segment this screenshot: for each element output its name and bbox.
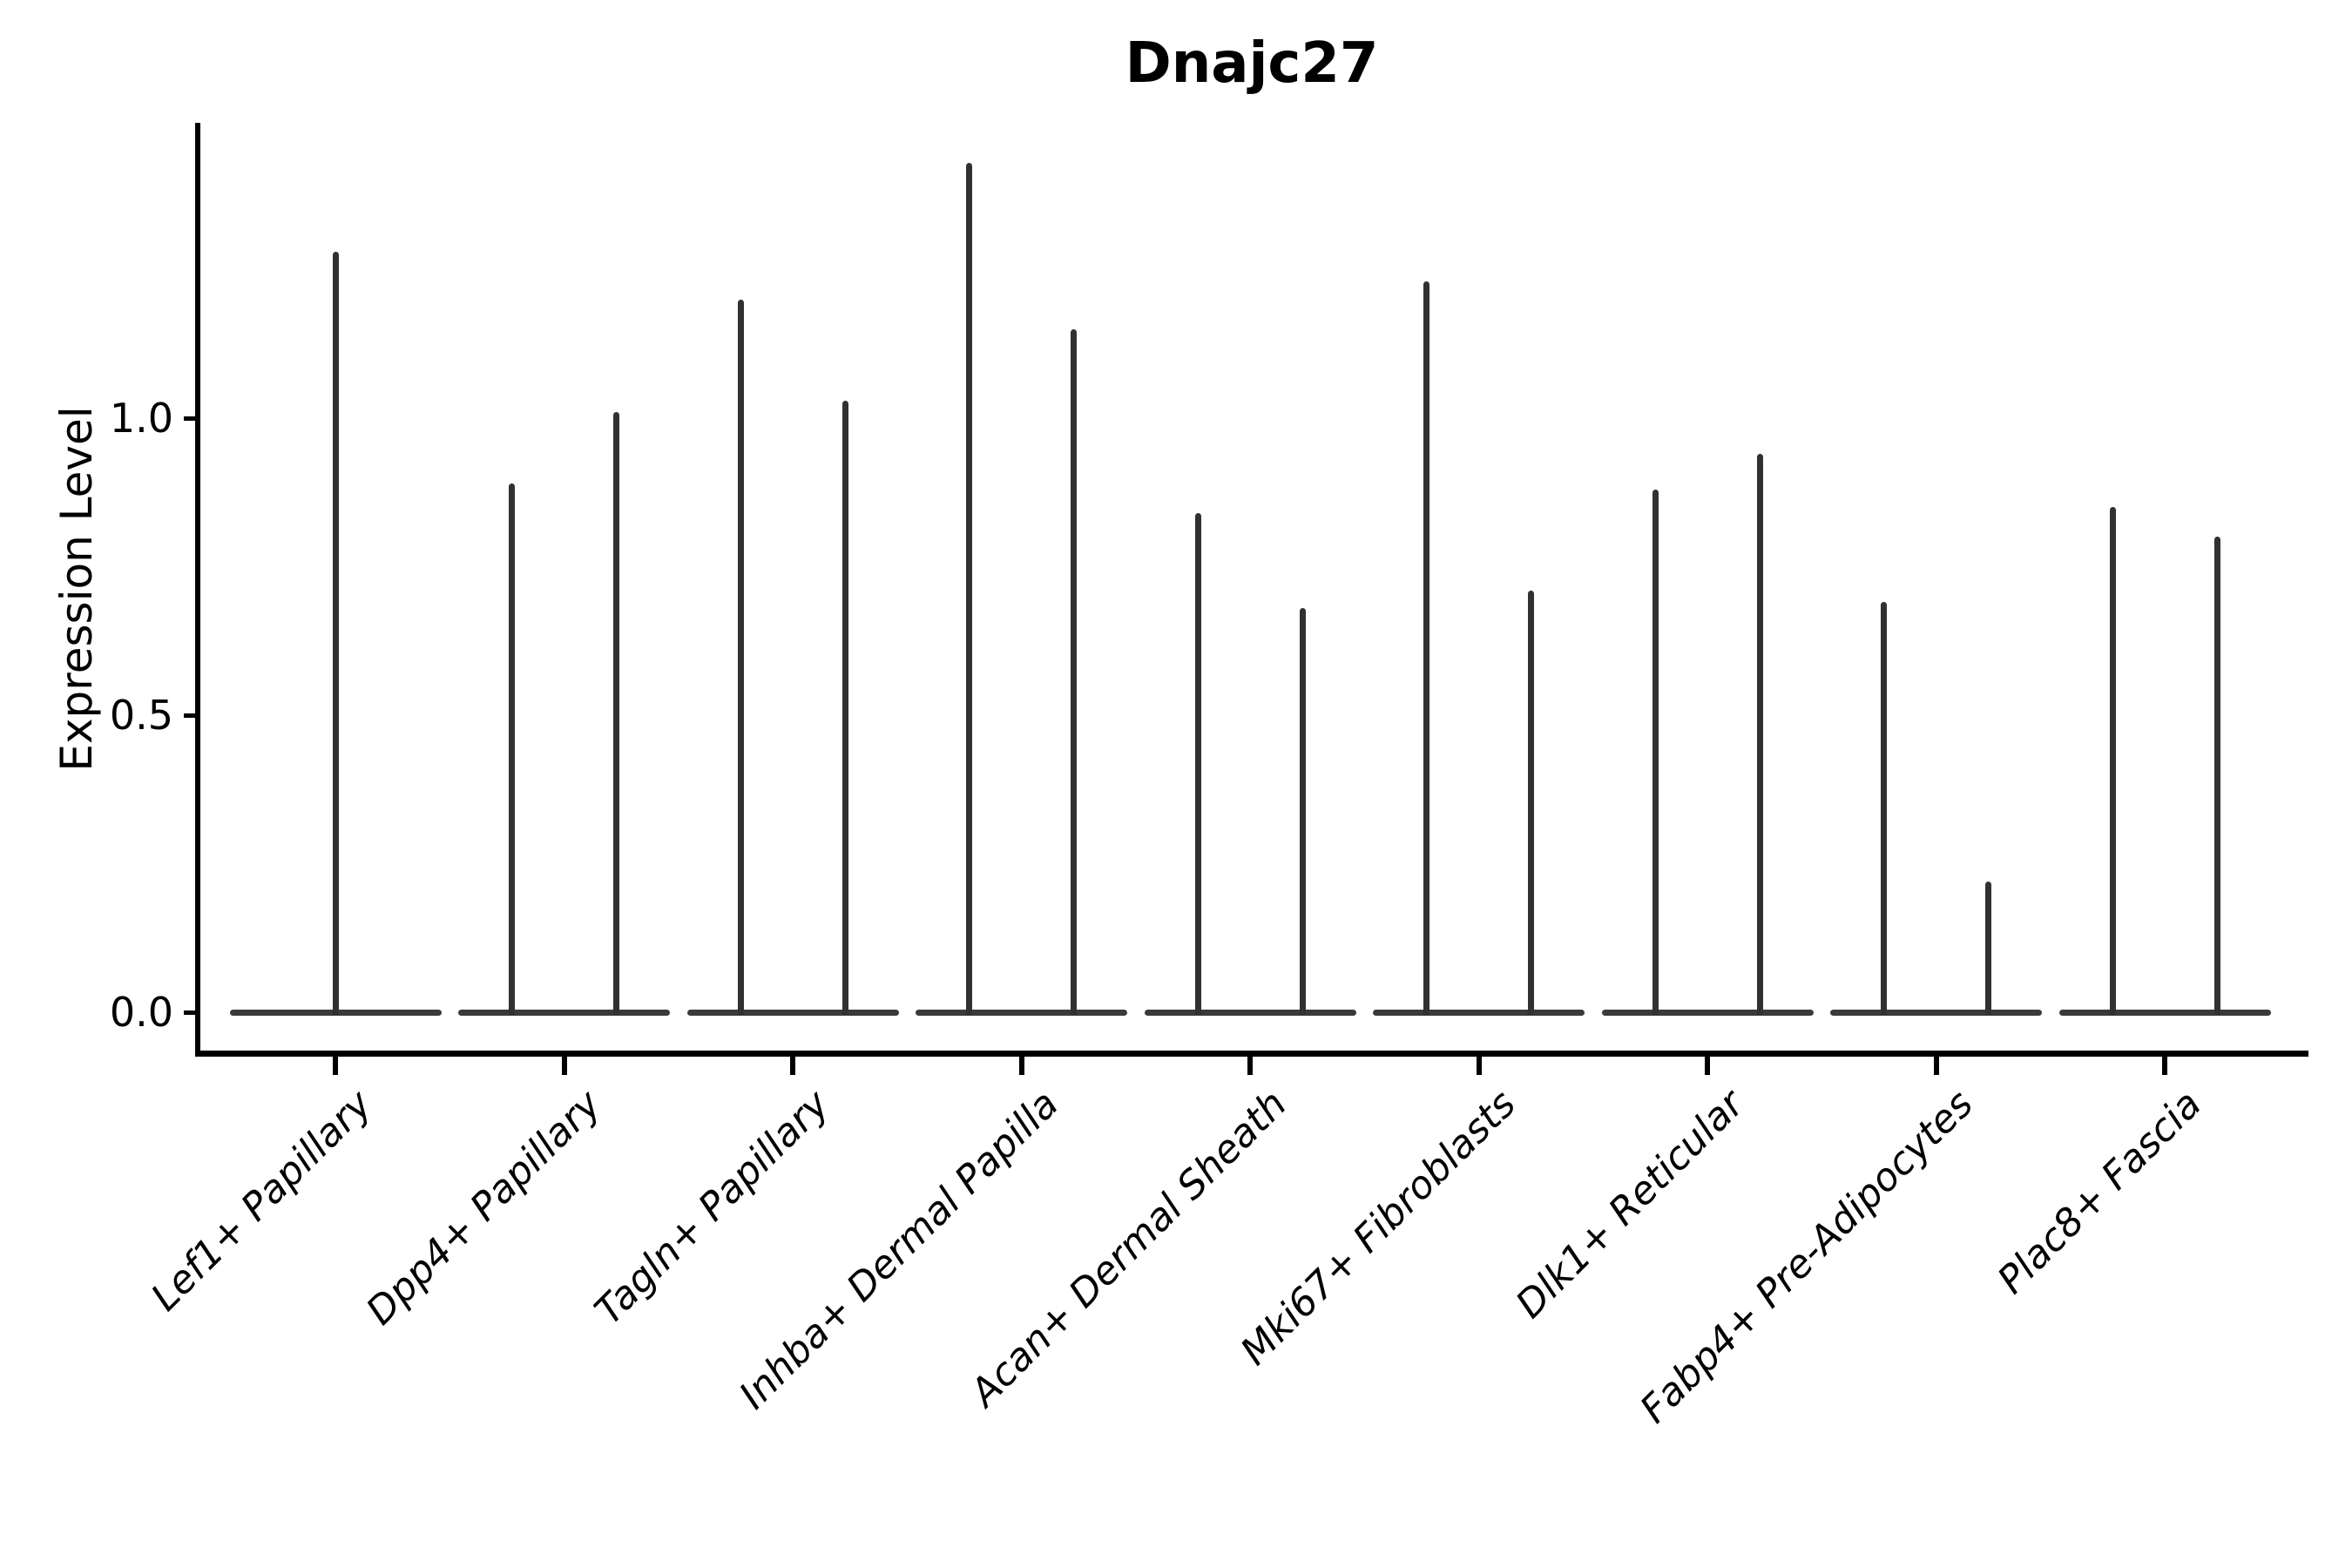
violin-spike (332, 252, 339, 1015)
violin-base (1601, 1009, 1814, 1016)
x-tick-mark (1476, 1057, 1482, 1075)
violin-spike (966, 162, 972, 1015)
violin-spike (1423, 281, 1429, 1015)
x-tick-label: Plac8+ Fascia (1989, 1081, 2210, 1303)
y-tick-mark (184, 713, 196, 718)
x-tick-label: Dlk1+ Reticular (1507, 1081, 1753, 1328)
x-axis-line (195, 1051, 2308, 1057)
violin-spike (2213, 537, 2220, 1015)
violin-spike (1299, 608, 1306, 1015)
violin-spike (1071, 328, 1077, 1015)
violin-spike (2109, 507, 2116, 1015)
violin-spike (1194, 513, 1201, 1015)
violin-base (1373, 1009, 1585, 1016)
y-tick-label: 0.0 (109, 989, 173, 1036)
x-tick-mark (1705, 1057, 1710, 1075)
x-tick-mark (561, 1057, 567, 1075)
violin-spike (509, 483, 515, 1015)
violin-spike (1652, 489, 1659, 1015)
x-tick-label: Dpp4+ Papillary (357, 1081, 610, 1334)
x-tick-mark (790, 1057, 795, 1075)
violin-spike (1881, 602, 1887, 1015)
y-tick-label: 1.0 (109, 395, 173, 442)
violin-spike (1756, 453, 1763, 1015)
violin-base (916, 1009, 1127, 1016)
violin-base (1144, 1009, 1356, 1016)
violin-spike (841, 400, 848, 1015)
violin-spike (613, 412, 619, 1015)
y-tick-mark (184, 416, 196, 421)
y-axis-line (195, 123, 200, 1057)
violin-spike (1528, 590, 1534, 1015)
x-tick-label: Lef1+ Papillary (142, 1081, 381, 1320)
x-tick-label: Tagln+ Papillary (586, 1081, 838, 1334)
y-tick-label: 0.5 (109, 692, 173, 739)
x-tick-mark (2162, 1057, 2167, 1075)
violin-base (1830, 1009, 2042, 1016)
x-tick-mark (1018, 1057, 1024, 1075)
x-tick-mark (333, 1057, 338, 1075)
y-tick-mark (184, 1010, 196, 1015)
x-tick-mark (1247, 1057, 1253, 1075)
x-tick-mark (1933, 1057, 1939, 1075)
violin-base (458, 1009, 670, 1016)
chart-title: Dnajc27 (1125, 31, 1379, 96)
violin-base (686, 1009, 899, 1016)
violin-base (2058, 1009, 2271, 1016)
violin-spike (737, 299, 744, 1015)
violin-spike (1985, 881, 1991, 1015)
